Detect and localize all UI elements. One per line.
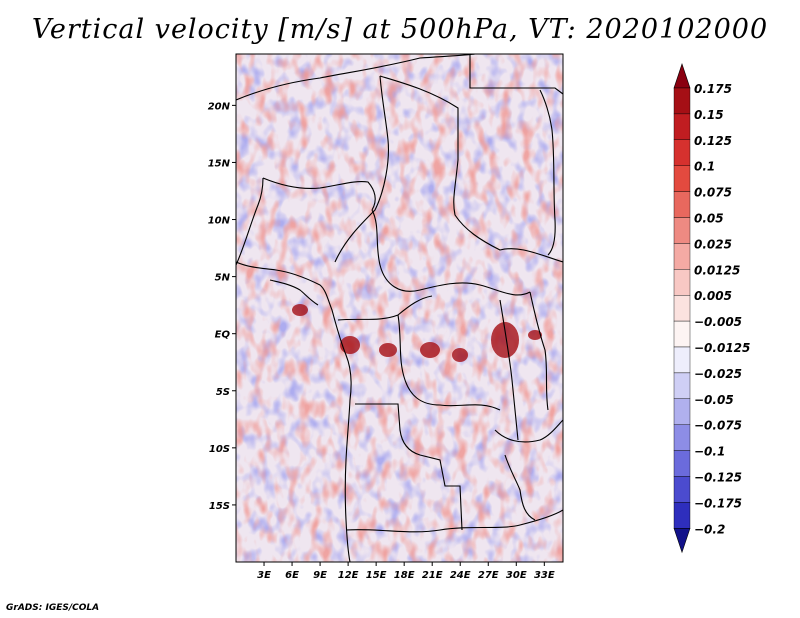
colorbar-label: 0.05 xyxy=(694,212,724,226)
map-title: Vertical velocity [m/s] at 500hPa, VT: 2… xyxy=(31,14,769,45)
colorbar-label: 0.0125 xyxy=(694,263,740,277)
colorbar-label: −0.175 xyxy=(694,496,742,510)
colorbar-label: 0.15 xyxy=(694,108,724,122)
lon-label: 6E xyxy=(285,570,299,581)
colorbar-label: −0.125 xyxy=(694,471,742,485)
lon-label: 33E xyxy=(534,570,555,581)
colorbar-swatch xyxy=(673,217,691,244)
colorbar-label: −0.0125 xyxy=(694,341,750,355)
colorbar-swatch xyxy=(673,191,691,218)
colorbar-swatch xyxy=(673,269,691,296)
lat-label: EQ xyxy=(215,330,231,341)
colorbar-label: −0.075 xyxy=(694,419,742,433)
colorbar-label: 0.025 xyxy=(694,237,732,251)
lat-label: 10N xyxy=(208,216,231,227)
lon-label: 9E xyxy=(313,570,327,581)
axis-labels: 20N 15N 10N 5N EQ 5S 10S 15S 3E 6E 9E 12E 15E 18E 21E 2… xyxy=(208,101,555,581)
lat-label: 15N xyxy=(208,158,231,169)
colorbar: 0.175 0.15 0.125 0.1 0.075 0.05 0.025 0.0125 0.0… xyxy=(673,63,750,554)
colorbar-label: 0.005 xyxy=(694,289,732,303)
colorbar-swatch xyxy=(673,295,691,322)
colorbar-bottom-arrow xyxy=(673,527,691,554)
lon-label: 12E xyxy=(338,570,359,581)
lon-label: 21E xyxy=(422,570,443,581)
colorbar-swatch xyxy=(673,450,691,477)
colorbar-label: 0.075 xyxy=(694,186,732,200)
colorbar-swatch xyxy=(673,87,691,115)
colorbar-swatch xyxy=(673,372,691,399)
credit-text: GrADS: IGES/COLA xyxy=(6,603,100,613)
lon-label: 27E xyxy=(478,570,499,581)
colorbar-label: −0.2 xyxy=(694,522,725,536)
colorbar-swatch xyxy=(673,346,691,374)
colorbar-label: −0.05 xyxy=(694,393,734,407)
colorbar-label: −0.1 xyxy=(694,445,725,459)
colorbar-top-arrow xyxy=(673,63,691,89)
lon-label: 3E xyxy=(257,570,271,581)
colorbar-swatch xyxy=(673,113,691,141)
colorbar-label: 0.175 xyxy=(694,82,732,96)
lon-label: 15E xyxy=(366,570,387,581)
lat-label: 5N xyxy=(215,273,231,284)
lon-label: 24E xyxy=(450,570,471,581)
lon-label: 30E xyxy=(506,570,527,581)
colorbar-swatch xyxy=(673,139,691,166)
lat-label: 5S xyxy=(216,387,230,398)
vertical-velocity-field xyxy=(236,54,563,562)
strong-ascent-patches xyxy=(292,304,542,362)
colorbar-label: −0.005 xyxy=(694,315,742,329)
colorbar-swatch xyxy=(673,243,691,270)
lat-label: 10S xyxy=(209,444,230,455)
colorbar-swatch xyxy=(673,476,691,503)
lat-label: 15S xyxy=(209,501,230,512)
country-borders xyxy=(236,54,563,562)
colorbar-label: −0.025 xyxy=(694,367,742,381)
colorbar-swatch xyxy=(673,398,691,425)
colorbar-swatch xyxy=(673,165,691,192)
colorbar-label: 0.1 xyxy=(694,160,715,174)
colorbar-swatch xyxy=(673,320,691,348)
colorbar-label: 0.125 xyxy=(694,134,732,148)
lon-label: 18E xyxy=(394,570,415,581)
map-frame xyxy=(235,53,564,563)
colorbar-swatch xyxy=(673,424,691,451)
lat-label: 20N xyxy=(208,101,231,112)
colorbar-swatch xyxy=(673,502,691,529)
